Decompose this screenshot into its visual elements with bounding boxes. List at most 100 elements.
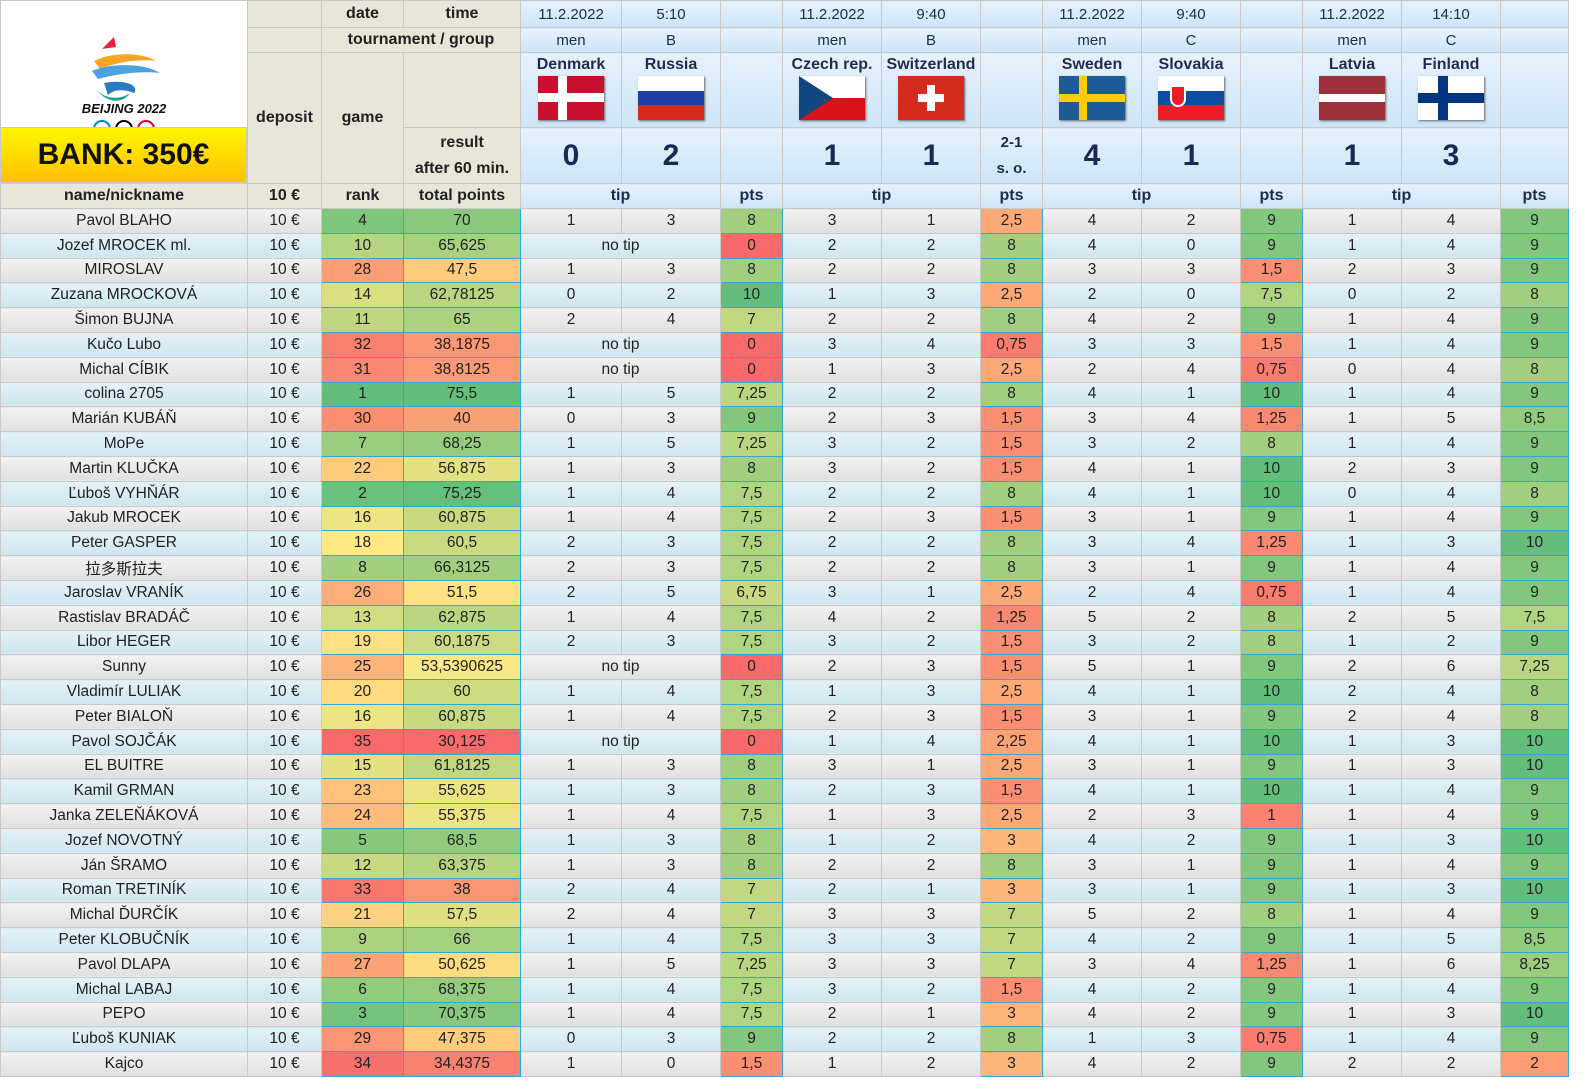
match-points: 9 — [1240, 927, 1303, 953]
match-points: 10 — [1240, 778, 1303, 805]
match-points: 9 — [1240, 232, 1303, 259]
player-rank: 14 — [321, 282, 404, 309]
player-total-points: 65,625 — [403, 232, 521, 259]
match-group: C — [1401, 27, 1501, 53]
home-team-name: Czech rep. — [791, 56, 873, 73]
match-points: 10 — [1240, 480, 1303, 507]
tip-home: 1 — [1302, 579, 1402, 606]
player-deposit: 10 € — [247, 1051, 322, 1077]
player-name: Rastislav BRADÁČ — [0, 604, 248, 631]
svg-text:BEIJING 2022: BEIJING 2022 — [82, 101, 167, 116]
match-points: 7 — [980, 927, 1043, 953]
tip-away: 4 — [1401, 307, 1501, 333]
player-deposit: 10 € — [247, 927, 322, 953]
tip-away: 2 — [1141, 827, 1241, 854]
tip-away: 2 — [881, 381, 981, 408]
match-points: 10 — [1240, 679, 1303, 705]
denmark-flag-icon — [538, 76, 604, 120]
match-points: 9 — [1240, 753, 1303, 780]
player-name: Marián KUBÁŇ — [0, 406, 248, 433]
tip-home: 3 — [1042, 331, 1142, 358]
match-points: 2,5 — [980, 753, 1043, 780]
tip-home: 3 — [1042, 555, 1142, 581]
player-deposit: 10 € — [247, 852, 322, 879]
deposit-label: deposit — [247, 52, 322, 184]
tip-home: 4 — [1042, 381, 1142, 408]
match-points: 9 — [1500, 431, 1569, 457]
tip-column-header: tip — [1042, 183, 1241, 209]
player-deposit: 10 € — [247, 877, 322, 904]
away-team-name: Finland — [1422, 56, 1480, 73]
tip-away: 3 — [881, 927, 981, 953]
table-row: MoPe 10 €7 68,25 1 5 7,25 3 2 1,5 3 2 8 1 4 9 — [0, 431, 1569, 457]
match-points: 8 — [980, 307, 1043, 333]
match-points: 8 — [980, 1026, 1043, 1053]
player-rank: 24 — [321, 803, 404, 829]
tip-home: 2 — [782, 232, 882, 259]
tip-home: 1 — [520, 431, 622, 457]
tip-home: 1 — [1302, 778, 1402, 805]
tip-home: 1 — [1302, 505, 1402, 532]
tip-home: 2 — [782, 307, 882, 333]
tip-home: 1 — [1302, 1001, 1402, 1028]
tip-home: 2 — [1302, 455, 1402, 482]
tip-home: 1 — [1302, 827, 1402, 854]
player-name: Peter KLOBUČNÍK — [0, 927, 248, 953]
match-points: 1,5 — [980, 455, 1043, 482]
match-points: 1,5 — [980, 654, 1043, 681]
match-time: 14:10 — [1401, 0, 1501, 28]
player-total-points: 60,1875 — [403, 629, 521, 656]
tip-home: 1 — [520, 455, 622, 482]
match-points: 8 — [1240, 902, 1303, 929]
tip-home: 1 — [1302, 629, 1402, 656]
table-row: EL BUITRE 10 €15 61,8125 1 3 8 3 1 2,5 3 1 9 1 3 10 — [0, 753, 1569, 780]
player-deposit: 10 € — [247, 976, 322, 1003]
match-points: 10 — [1240, 728, 1303, 755]
tip-home: 4 — [1042, 976, 1142, 1003]
player-name: Pavol DLAPA — [0, 951, 248, 978]
player-total-points: 62,875 — [403, 604, 521, 631]
player-total-points: 60,875 — [403, 505, 521, 532]
tip-away: 4 — [1401, 208, 1501, 234]
result-note — [1240, 127, 1303, 184]
match-points: 8 — [1500, 356, 1569, 383]
tip-home: 0 — [1302, 356, 1402, 383]
match-points: 9 — [1240, 208, 1303, 234]
table-row: MIROSLAV 10 €28 47,5 1 3 8 2 2 8 3 3 1,5 2 3 9 — [0, 257, 1569, 284]
player-rank: 6 — [321, 976, 404, 1003]
tip-home: 1 — [1302, 406, 1402, 433]
player-rank: 1 — [321, 381, 404, 408]
tip-home: 3 — [782, 331, 882, 358]
tip-away: 2 — [881, 232, 981, 259]
away-score: 3 — [1401, 127, 1501, 184]
home-team-cell: Latvia — [1302, 52, 1402, 128]
match-points: 9 — [1500, 555, 1569, 581]
player-name: MIROSLAV — [0, 257, 248, 284]
match-points: 9 — [1500, 331, 1569, 358]
tip-away: 5 — [1401, 927, 1501, 953]
match-date: 11.2.2022 — [1302, 0, 1402, 28]
match-points: 9 — [1500, 307, 1569, 333]
tip-away: 3 — [621, 827, 721, 854]
player-name: Šimon BUJNA — [0, 307, 248, 333]
player-deposit: 10 € — [247, 356, 322, 383]
player-total-points: 34,4375 — [403, 1051, 521, 1077]
match-points: 1 — [1240, 803, 1303, 829]
player-deposit: 10 € — [247, 654, 322, 681]
slovakia-flag-icon — [1158, 76, 1224, 120]
tip-away: 4 — [881, 331, 981, 358]
tip-away: 1 — [1141, 852, 1241, 879]
match-points: 9 — [1500, 455, 1569, 482]
tip-away: 3 — [621, 1026, 721, 1053]
tip-away: 1 — [1141, 654, 1241, 681]
tip-away: 4 — [621, 679, 721, 705]
tip-home: 1 — [1302, 555, 1402, 581]
result-label-line1: result — [440, 133, 484, 151]
player-rank: 30 — [321, 406, 404, 433]
result-label-line2: after 60 min. — [414, 159, 510, 177]
tip-away: 1 — [881, 753, 981, 780]
tip-away: 3 — [1401, 257, 1501, 284]
home-score: 1 — [782, 127, 882, 184]
tip-away: 2 — [621, 282, 721, 309]
tip-home: 4 — [1042, 728, 1142, 755]
